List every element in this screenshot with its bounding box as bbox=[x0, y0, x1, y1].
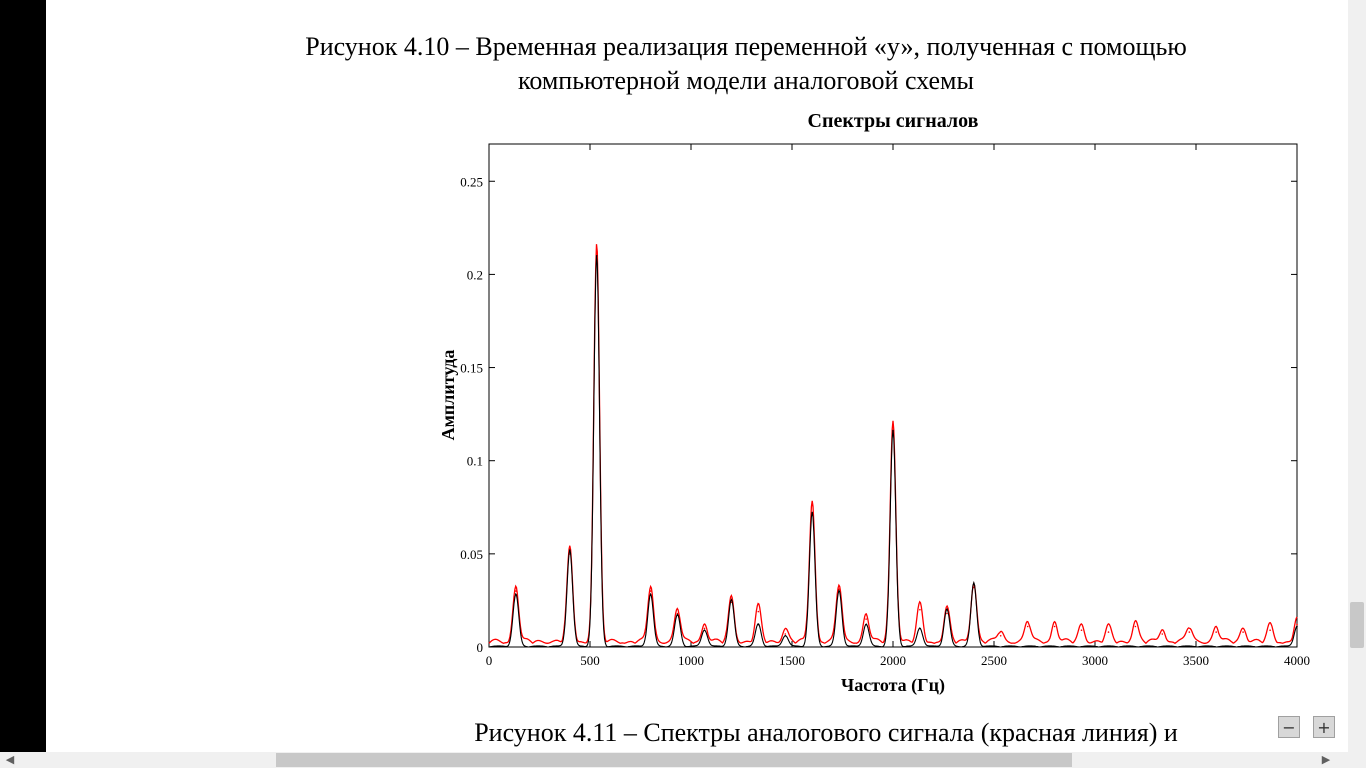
x-tick-label: 1500 bbox=[779, 653, 805, 668]
x-tick-label: 3000 bbox=[1082, 653, 1108, 668]
spectrum-peak-point bbox=[1107, 631, 1110, 633]
spectrum-peak-point bbox=[919, 627, 921, 630]
spectrum-peak-point bbox=[1269, 629, 1271, 631]
document-page: Рисунок 4.10 – Временная реализация пере… bbox=[46, 0, 1322, 752]
spectrum-peak-point bbox=[595, 249, 598, 251]
figure-caption-4-11: Рисунок 4.11 – Спектры аналогового сигна… bbox=[474, 718, 1178, 747]
spectrum-peak-point bbox=[515, 594, 517, 596]
spectrum-peak-point bbox=[1026, 625, 1029, 628]
y-tick-label: 0.15 bbox=[460, 361, 483, 376]
spectrum-peak-point bbox=[703, 627, 706, 630]
spectrum-peak-point bbox=[569, 549, 571, 551]
spectrum-peak-point bbox=[1161, 633, 1164, 635]
digital-spectrum-line bbox=[488, 255, 1298, 648]
spectrum-peak-point bbox=[973, 582, 975, 585]
figure-caption-4-10-line1: Рисунок 4.10 – Временная реализация пере… bbox=[305, 32, 1187, 61]
vertical-scrollbar-thumb[interactable] bbox=[1350, 602, 1364, 648]
chevron-right-icon[interactable]: ▶ bbox=[1321, 753, 1331, 766]
horizontal-scrollbar-thumb[interactable] bbox=[276, 753, 1072, 767]
spectrum-peak-point bbox=[919, 608, 921, 611]
spectrum-peak-point bbox=[1053, 625, 1056, 628]
spectrum-peak-point bbox=[730, 599, 733, 602]
spectrum-peak-point bbox=[703, 629, 706, 631]
y-axis-label: Амплитуда bbox=[438, 350, 458, 441]
spectrum-peak-point bbox=[838, 588, 840, 590]
spectrum-peak-point bbox=[1080, 629, 1083, 631]
y-tick-label: 0.05 bbox=[460, 547, 483, 562]
x-axis-label: Частота (Гц) bbox=[841, 675, 945, 696]
spectrum-peak-point bbox=[649, 594, 652, 596]
spectrum-peak-point bbox=[784, 635, 787, 637]
spectrum-peak-point bbox=[1134, 625, 1137, 628]
spectrum-peak-point bbox=[757, 610, 760, 613]
y-tick-label: 0.25 bbox=[460, 174, 483, 189]
spectrum-peak-point bbox=[973, 586, 975, 589]
vertical-scrollbar[interactable] bbox=[1348, 0, 1366, 752]
x-tick-label: 3500 bbox=[1183, 653, 1209, 668]
y-tick-label: 0.2 bbox=[467, 267, 483, 282]
spectrum-peak-point bbox=[649, 590, 652, 592]
spectrum-peak-point bbox=[1215, 631, 1217, 633]
x-tick-label: 1000 bbox=[678, 653, 704, 668]
spectrum-peak-point bbox=[892, 430, 894, 432]
spectrum-peak-point bbox=[757, 623, 760, 626]
spectrum-peak-point bbox=[946, 612, 948, 615]
x-tick-label: 4000 bbox=[1284, 653, 1310, 668]
spectrum-peak-point bbox=[892, 424, 894, 427]
series-group bbox=[488, 244, 1298, 648]
plot-frame bbox=[488, 143, 1298, 648]
chevron-left-icon[interactable]: ◀ bbox=[5, 753, 15, 766]
zoom-out-button[interactable]: − bbox=[1278, 716, 1300, 738]
figure-caption-4-10-line2: компьютерной модели аналоговой схемы bbox=[518, 66, 974, 95]
x-tick-label: 2000 bbox=[880, 653, 906, 668]
x-tick-label: 0 bbox=[486, 653, 493, 668]
y-axis-ticks: 0 0.05 0.1 0.15 0.2 0.25 bbox=[460, 174, 1297, 655]
x-tick-label: 2500 bbox=[981, 653, 1007, 668]
spectrum-peak-point bbox=[999, 635, 1002, 637]
spectrum-peak-point bbox=[1296, 625, 1298, 628]
x-axis-ticks: 0 500 1000 1500 2000 2500 3000 3500 4000 bbox=[486, 144, 1310, 668]
spectrum-peak-point bbox=[811, 504, 813, 507]
spectrum-peak-point bbox=[811, 512, 813, 514]
spectrum-peak-point bbox=[595, 255, 598, 257]
spectrum-peak-point bbox=[838, 590, 840, 592]
spectrum-peak-point bbox=[865, 618, 867, 620]
spectrum-peak-point bbox=[676, 614, 679, 617]
spectrum-peak-point bbox=[865, 623, 867, 626]
spectrum-peak-point bbox=[1296, 623, 1298, 626]
y-tick-label: 0.1 bbox=[467, 454, 483, 469]
chart-title: Спектры сигналов bbox=[808, 110, 979, 132]
spectrum-peak-point bbox=[946, 608, 948, 611]
spectrum-peak-point bbox=[515, 590, 517, 592]
x-tick-label: 500 bbox=[580, 653, 600, 668]
y-tick-label: 0 bbox=[477, 640, 484, 655]
spectrum-peak-point bbox=[1242, 631, 1244, 633]
spectra-chart: Спектры сигналов 0 0.05 0.1 0.15 0.2 0.25 0 50… bbox=[438, 110, 1310, 696]
spectrum-peak-point bbox=[1188, 631, 1191, 633]
spectrum-peak-point bbox=[784, 633, 787, 635]
analog-spectrum-line bbox=[488, 244, 1298, 645]
zoom-in-button[interactable]: + bbox=[1313, 716, 1335, 738]
